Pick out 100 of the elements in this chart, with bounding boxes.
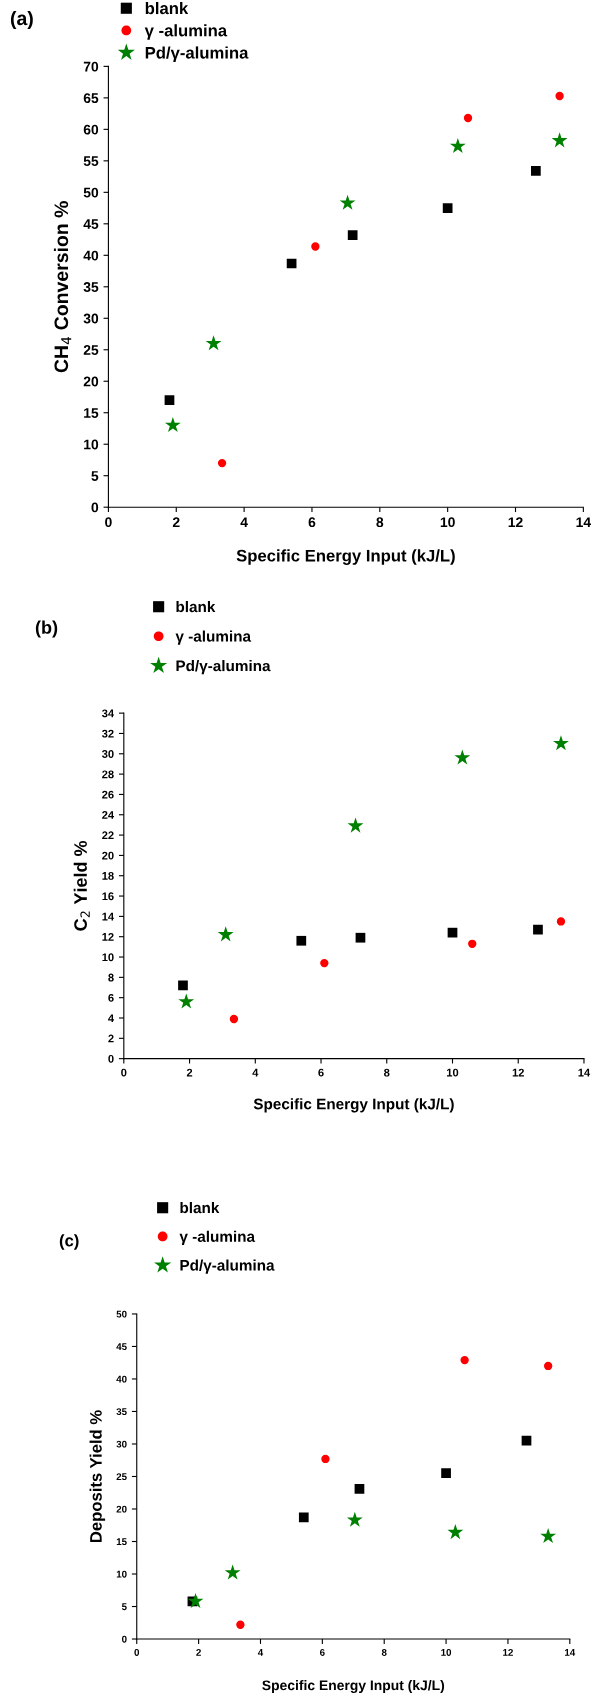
y-tick-label: 20 [102,851,114,860]
y-tick-label: 15 [84,408,99,418]
x-tick-label: 4 [257,1649,264,1656]
y-tick-label: 6 [108,993,114,1002]
point [224,1564,241,1580]
x-tick-label: 12 [503,1649,513,1656]
point [311,242,320,251]
y-tick-label: 24 [102,811,115,819]
x-tick-label: 4 [240,517,248,527]
x-tick-label: 6 [320,1649,325,1656]
x-tick-label: 10 [441,1649,452,1656]
y-tick-label: 32 [101,729,114,738]
point [164,395,175,405]
y-tick-label: 70 [83,61,99,72]
y-tick-label: 65 [83,93,99,104]
y-tick-label: 5 [91,471,99,481]
y-tick-label: 50 [116,1310,127,1318]
y-tick-label: 30 [83,313,99,324]
legend-label: blank [176,601,216,613]
y-tick-label: 15 [116,1538,127,1546]
y-axis-title: CH$_{4}$ Conversion % [53,201,72,373]
y-tick-label: 26 [102,790,114,799]
legend-label: γ -alumina [179,1230,256,1245]
x-tick-label: 10 [447,1068,459,1077]
point [187,1592,204,1609]
y-tick-label: 4 [108,1014,115,1023]
point [553,735,569,751]
x-axis-title: Specific Energy Input (kJ/L) [262,1680,445,1694]
point [540,1527,557,1544]
chart-title: (b) [35,620,58,638]
point [531,166,541,176]
point [321,1454,330,1464]
y-tick-label: 5 [121,1603,127,1611]
y-tick-label: 50 [83,187,99,198]
point [347,230,358,241]
y-tick-label: 12 [102,932,114,941]
point [346,1511,363,1527]
y-tick-label: 0 [108,1054,114,1063]
x-tick-label: 2 [196,1649,201,1656]
y-tick-label: 10 [84,439,99,450]
point [298,1512,309,1523]
point [447,1524,464,1540]
y-axis-title: Deposits Yield % [89,1410,106,1543]
chart-title: (c) [59,1234,79,1250]
y-tick-label: 22 [102,831,114,840]
y-tick-label: 10 [102,953,114,962]
x-tick-label: 2 [172,517,180,527]
point [521,1435,532,1446]
y-tick-label: 14 [102,912,115,921]
x-tick-label: 2 [186,1068,193,1077]
x-tick-label: 14 [578,1068,591,1077]
point [339,194,356,210]
y-tick-label: 0 [91,502,99,513]
x-tick-label: 10 [440,517,455,528]
x-tick-label: 12 [508,517,523,527]
y-tick-label: 45 [116,1343,127,1351]
point [236,1620,245,1629]
point [347,817,364,833]
point [296,935,307,946]
x-axis-title: Specific Energy Input (kJ/L) [236,549,455,565]
y-tick-label: 34 [101,709,115,718]
point [460,1355,469,1365]
y-tick-label: 10 [116,1570,127,1578]
y-tick-label: 20 [83,376,99,387]
y-tick-label: 55 [83,156,99,167]
point [468,939,477,948]
y-tick-label: 60 [83,124,99,135]
point [217,926,234,942]
point [551,132,568,148]
legend-label: Pd/γ-alumina [176,660,271,675]
x-tick-label: 12 [512,1068,524,1077]
y-tick-label: 35 [116,1408,127,1416]
point [320,958,329,968]
legend-label: blank [145,2,189,15]
legend-label: γ -alumina [175,630,252,645]
legend-label: Pd/γ-alumina [145,46,249,62]
point [543,1361,553,1371]
point [556,917,566,926]
x-tick-label: 6 [308,517,316,528]
point [533,924,543,935]
y-tick-label: 2 [108,1034,114,1043]
x-tick-label: 6 [318,1068,324,1077]
y-tick-label: 28 [102,770,114,779]
point [454,749,471,765]
x-tick-label: 14 [576,517,591,527]
x-tick-label: 14 [565,1649,576,1656]
chart-title: (a) [10,10,33,30]
x-tick-label: 4 [252,1068,259,1077]
y-tick-label: 35 [83,282,99,292]
point [178,993,195,1009]
point [463,113,473,123]
point [217,458,227,468]
point [355,932,366,943]
x-axis-title: Specific Energy Input (kJ/L) [253,1098,454,1113]
x-tick-label: 8 [384,1068,390,1077]
y-tick-label: 0 [122,1635,127,1643]
x-tick-label: 8 [376,517,384,528]
x-tick-label: 8 [381,1649,387,1656]
y-tick-label: 18 [102,872,114,880]
y-tick-label: 40 [83,250,99,261]
